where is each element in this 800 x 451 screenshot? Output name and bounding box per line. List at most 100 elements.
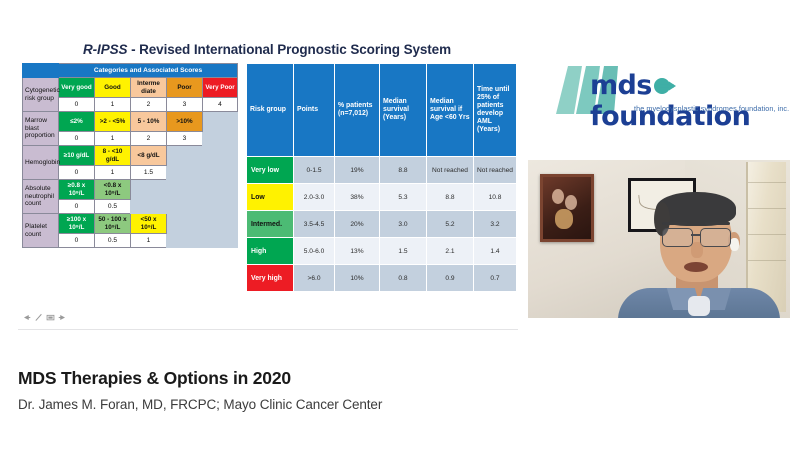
presenter-webcam-video[interactable] [528,160,790,318]
cell-hgb-score-2: 1.5 [130,165,167,180]
framed-portrait-left [540,174,594,242]
arrow-circle-icon [653,78,676,94]
col-header-pct-patients: % patients (n=7,012) [335,64,379,156]
cell-pct-very-low: 19% [335,157,379,183]
table-row: Very high >6.0 10% 0.8 0.9 0.7 [247,265,516,291]
cell-blast-empty [201,111,239,146]
cell-median-very-high: 0.8 [380,265,426,291]
table-row: Platelet count ≥100 x 10⁹/L 50 - 100 x 1… [22,213,239,248]
content-divider [18,329,518,330]
cell-median-very-low: 8.8 [380,157,426,183]
cell-median-intermediate: 3.0 [380,211,426,237]
left-table-banner: Categories and Associated Scores [57,63,239,78]
cell-hgb-cat-1: 8 - <10 g/dL [94,145,131,166]
row-label-cytogenetic: Cytogenetic risk group [22,77,60,112]
cell-median60-low: 8.8 [427,184,473,210]
cell-blast-cat-1: >2 - <5% [94,111,131,132]
table-row: 0 1 1.5 [23,165,238,180]
cell-anc-empty [129,179,239,214]
cell-blast-score-1: 1 [94,131,131,146]
cell-aml-very-low: Not reached [474,157,516,183]
table-row: Low 2.0-3.0 38% 5.3 8.8 10.8 [247,184,516,210]
ipss-r-categories-table: Categories and Associated Scores Cytogen… [22,63,239,248]
cell-hgb-empty [165,145,239,180]
webcam-frame [528,160,790,318]
table-row: Intermed. 3.5-4.5 20% 3.0 5.2 3.2 [247,211,516,237]
table-row: Cytogenetic risk group Very good Good In… [22,77,239,112]
cell-blast-score-2: 2 [130,131,167,146]
right-arrow-icon[interactable] [58,313,67,322]
cell-risk-very-low: Very low [247,157,293,183]
cell-plt-cat-0: ≥100 x 10⁹/L [58,213,95,234]
cell-plt-score-1: 0.5 [94,233,131,248]
table-header-row: Risk group Points % patients (n=7,012) M… [247,64,516,156]
cell-cyto-score-2: 2 [130,97,167,112]
cell-median-high: 1.5 [380,238,426,264]
logo-wordmark: mdsfoundation [590,70,786,132]
cell-pct-very-high: 10% [335,265,379,291]
table-row: Very low 0-1.5 19% 8.8 Not reached Not r… [247,157,516,183]
cell-anc-score-1: 0.5 [94,199,131,214]
cell-cyto-score-1: 1 [94,97,131,112]
slide-title-acronym: R-IPSS [83,42,128,57]
logo-wordmark-foundation: foundation [590,101,751,132]
cell-hgb-cat-2: <8 g/dL [130,145,167,166]
slide-tables: Categories and Associated Scores Cytogen… [18,63,517,321]
rectangle-icon[interactable] [46,313,55,322]
cell-cyto-cat-2: Interme diate [130,77,167,98]
cell-blast-score-3: 3 [166,131,203,146]
slide-title-rest: - Revised International Prognostic Scori… [127,42,451,57]
cell-points-intermediate: 3.5-4.5 [294,211,334,237]
row-label-anc: Absolute neutrophil count [22,179,59,214]
table-row: Absolute neutrophil count ≥0.8 x 10⁹/L <… [22,179,239,214]
slide-panel[interactable]: R-IPSS - Revised International Prognosti… [18,38,516,336]
cell-median-low: 5.3 [380,184,426,210]
col-header-median-survival: Median survival (Years) [380,64,426,156]
table-row: 0 0.5 1 [23,233,238,248]
cell-risk-high: High [247,238,293,264]
ipss-r-risk-outcomes-table: Risk group Points % patients (n=7,012) M… [246,63,517,292]
annotation-toolbar[interactable] [22,313,67,322]
cell-median60-high: 2.1 [427,238,473,264]
cell-plt-cat-2: <50 x 10⁹/L [130,213,167,234]
table-row: Marrow blast proportion ≤2% >2 - <5% 5 -… [22,111,239,146]
cell-points-very-high: >6.0 [294,265,334,291]
cell-median60-intermediate: 5.2 [427,211,473,237]
cell-aml-low: 10.8 [474,184,516,210]
table-row: High 5.0-6.0 13% 1.5 2.1 1.4 [247,238,516,264]
cell-pct-low: 38% [335,184,379,210]
footer: MDS Therapies & Options in 2020 Dr. Jame… [0,337,800,451]
cell-hgb-score-0: 0 [58,165,95,180]
row-label-platelet: Platelet count [22,213,59,248]
cell-risk-low: Low [247,184,293,210]
cell-anc-score-0: 0 [58,199,95,214]
logo-stripes-icon [556,66,618,114]
cell-plt-cat-1: 50 - 100 x 10⁹/L [94,213,131,234]
cell-risk-intermediate: Intermed. [247,211,293,237]
cell-cyto-cat-0: Very good [58,77,95,98]
left-arrow-icon[interactable] [22,313,31,322]
cell-blast-cat-3: >10% [166,111,203,132]
logo-tagline: the myelodysplastic syndromes foundation… [634,104,790,113]
cell-points-low: 2.0-3.0 [294,184,334,210]
cell-blast-score-0: 0 [58,131,95,146]
cell-median60-very-low: Not reached [427,157,473,183]
cell-aml-high: 1.4 [474,238,516,264]
presenter-figure [618,192,780,318]
cell-pct-intermediate: 20% [335,211,379,237]
cell-aml-very-high: 0.7 [474,265,516,291]
cell-cyto-cat-4: Very Poor [201,77,239,98]
cell-hgb-score-1: 1 [94,165,131,180]
logo-wordmark-mds: mds [590,70,652,101]
cell-points-very-low: 0-1.5 [294,157,334,183]
col-header-points: Points [294,64,334,156]
row-label-marrow-blast: Marrow blast proportion [22,111,59,146]
cell-cyto-cat-1: Good [94,77,131,98]
cell-plt-empty [165,213,239,248]
pen-icon[interactable] [34,313,43,322]
col-header-median-survival-under60: Median survival if Age <60 Yrs [427,64,473,156]
row-label-hemoglobin: Hemoglobin [22,145,60,180]
col-header-risk-group: Risk group [247,64,293,156]
cell-pct-high: 13% [335,238,379,264]
table-row: 0 1 2 3 [23,131,238,146]
